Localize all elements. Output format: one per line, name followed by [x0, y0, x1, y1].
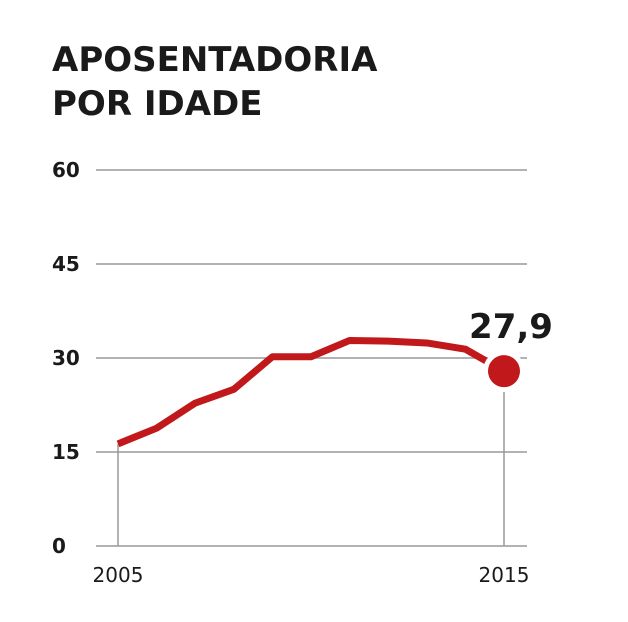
highlight-value-label: 27,9: [469, 307, 553, 347]
y-tick-label-30: 30: [52, 346, 80, 370]
chart-title: APOSENTADORIA POR IDADE: [52, 38, 377, 126]
y-tick-label-15: 15: [52, 440, 80, 464]
y-tick-label-0: 0: [52, 534, 66, 558]
y-tick-label-45: 45: [52, 252, 80, 276]
y-tick-label-60: 60: [52, 158, 80, 182]
chart-title-line-2: POR IDADE: [52, 84, 263, 124]
highlight-layer: 27,9: [469, 307, 553, 393]
x-tick-label-2015: 2015: [479, 563, 530, 587]
highlight-point: [488, 355, 520, 388]
series-line-0: [116, 336, 506, 448]
x-tick-label-2005: 2005: [93, 563, 144, 587]
series-layer: [116, 336, 506, 448]
x-axis-drop-lines: [117, 371, 505, 546]
chart-title-line-1: APOSENTADORIA: [52, 40, 378, 80]
x-axis-ticks: 2005 2015: [93, 563, 530, 587]
y-axis-ticks: 0 15 30 45 60: [52, 158, 80, 558]
